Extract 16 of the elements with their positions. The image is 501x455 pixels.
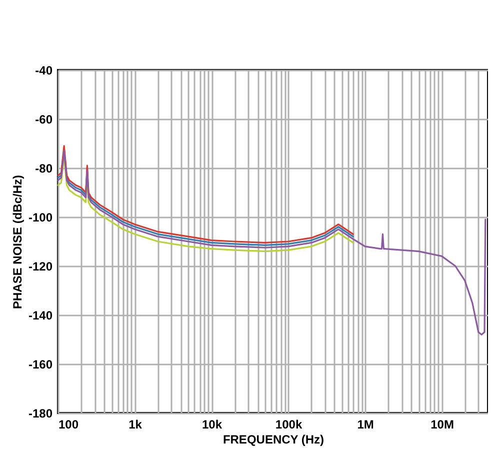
x-tick-label: 10M	[430, 418, 454, 432]
x-tick-label: 10k	[202, 418, 222, 432]
y-tick-label: -80	[35, 162, 53, 176]
y-tick-label: -100	[28, 210, 53, 224]
y-tick-label: -160	[28, 358, 53, 372]
x-tick-label: 100k	[275, 418, 302, 432]
x-tick-label: 1k	[128, 418, 142, 432]
x-axis-title: FREQUENCY (Hz)	[222, 432, 324, 446]
x-tick-label: 1M	[357, 418, 374, 432]
x-tick-label: 100	[58, 418, 79, 432]
y-tick-label: -180	[28, 406, 53, 420]
y-tick-label: -60	[35, 112, 53, 126]
y-tick-label: -140	[28, 308, 53, 322]
y-tick-label: -40	[35, 64, 53, 78]
y-tick-label: -120	[28, 260, 53, 274]
y-axis-title: PHASE NOISE (dBc/Hz)	[10, 174, 24, 310]
